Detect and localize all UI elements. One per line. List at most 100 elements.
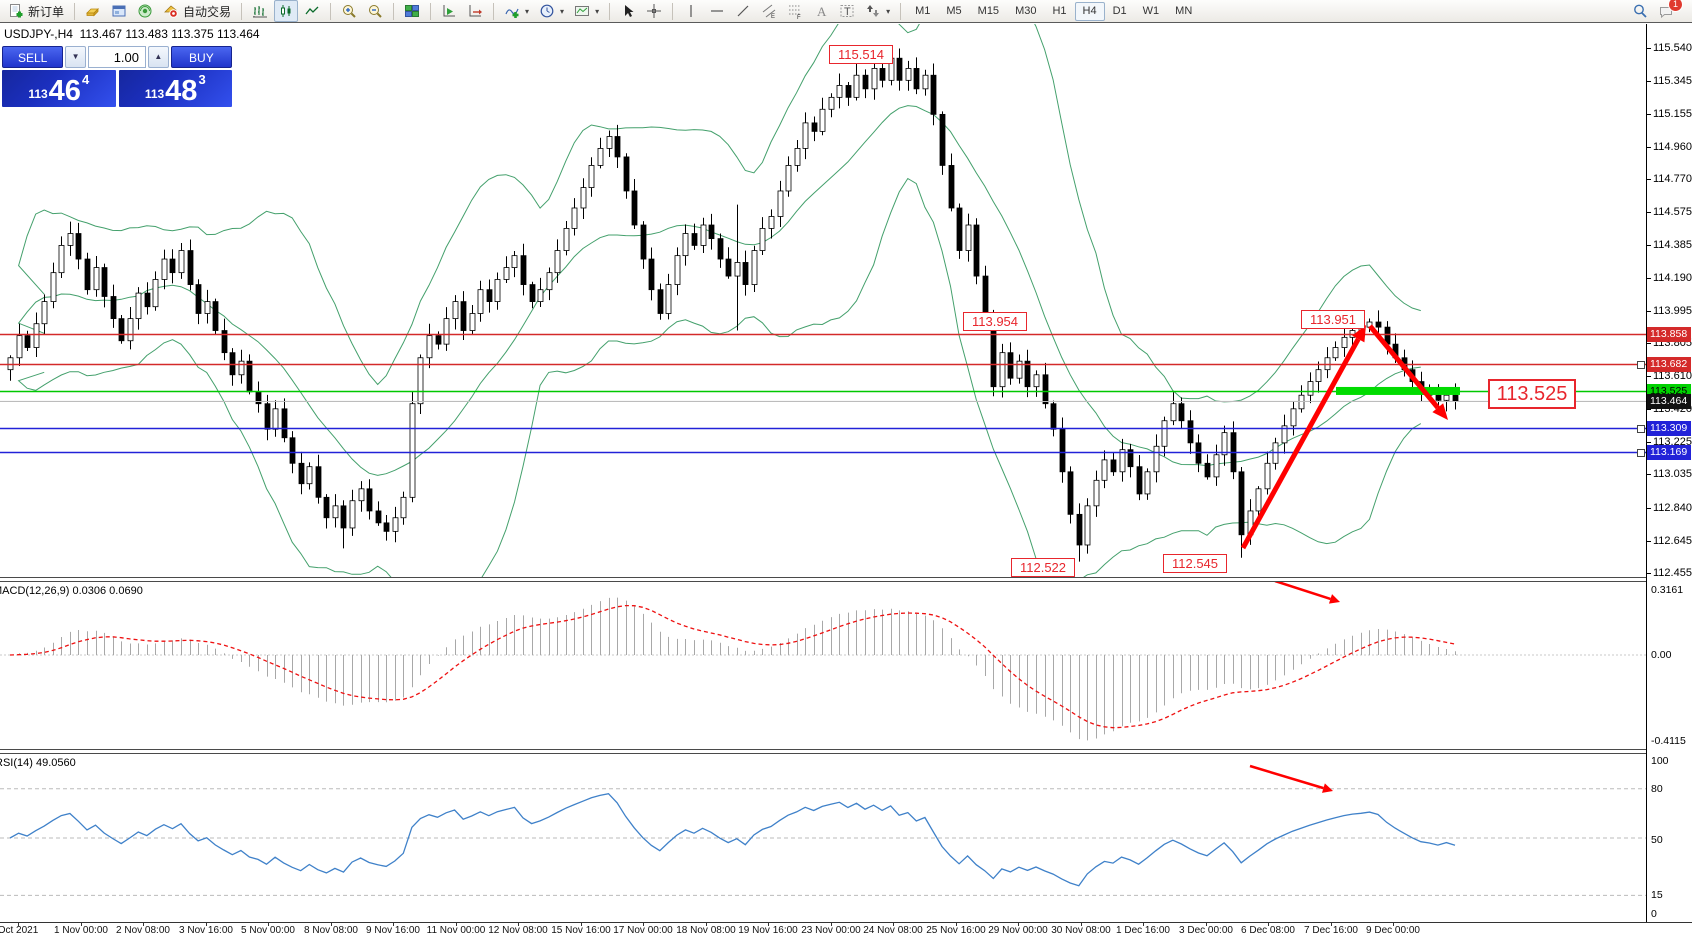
crosshair-button[interactable] xyxy=(642,0,666,22)
macd-panel-canvas[interactable] xyxy=(0,581,1646,749)
line-handle[interactable] xyxy=(1637,425,1645,433)
candle-body xyxy=(597,148,604,166)
trend-arrow-shaft[interactable] xyxy=(1240,337,1361,550)
zoom-in-icon xyxy=(343,5,356,18)
zoom-out-button[interactable] xyxy=(363,0,387,22)
rsi-axis-label: 0 xyxy=(1651,908,1657,920)
search-button[interactable] xyxy=(1628,0,1652,22)
candle-body xyxy=(281,408,288,439)
price-annotation-113.954[interactable]: 113.954 xyxy=(963,312,1027,331)
candle-body xyxy=(58,245,65,274)
timeframe-button-h1[interactable]: H1 xyxy=(1052,4,1067,17)
vertical-line-button[interactable] xyxy=(679,0,703,22)
bid-price-panel[interactable]: 113 46 4 xyxy=(2,70,116,107)
price-annotation-112.545[interactable]: 112.545 xyxy=(1163,554,1227,573)
time-label: 23 Nov 00:00 xyxy=(801,925,861,936)
ask-price-panel[interactable]: 113 48 3 xyxy=(118,70,232,107)
price-axis-border xyxy=(1646,24,1647,922)
bollinger-lower-band xyxy=(17,177,1422,577)
data-window-button[interactable] xyxy=(133,0,157,22)
candlestick-chart-button[interactable] xyxy=(274,0,299,22)
panel-separator[interactable] xyxy=(0,749,1646,754)
autotrading-button[interactable]: 自动交易 xyxy=(159,0,235,22)
volume-increase-button[interactable]: ▲ xyxy=(148,46,169,68)
tile-windows-button[interactable] xyxy=(400,0,424,22)
timeframe-button-mn[interactable]: MN xyxy=(1175,4,1193,17)
new-chart-button[interactable] xyxy=(437,0,461,22)
candle-body xyxy=(511,255,518,268)
timeframe-button-w1[interactable]: W1 xyxy=(1142,4,1160,17)
templates-button[interactable]: ▾ xyxy=(570,0,603,22)
line-chart-button[interactable] xyxy=(300,0,324,22)
price-annotation-113.951[interactable]: 113.951 xyxy=(1301,310,1365,329)
trend-arrow-shaft[interactable] xyxy=(1274,581,1331,601)
chart-shift-button[interactable] xyxy=(463,0,487,22)
macd-axis-label: -0.4115 xyxy=(1651,735,1686,747)
channel-button[interactable]: E xyxy=(757,0,781,22)
fibonacci-button[interactable]: F xyxy=(783,0,807,22)
text-button[interactable]: A xyxy=(809,0,833,22)
trendline-icon xyxy=(737,5,749,17)
macd-axis-label: 0.00 xyxy=(1651,649,1672,661)
rsi-indicator-label: RSI(14) 49.0560 xyxy=(0,757,76,769)
support-highlight-bar[interactable] xyxy=(1336,386,1460,395)
timeframe-button-m5[interactable]: M5 xyxy=(946,4,962,17)
bar-chart-button[interactable] xyxy=(248,0,272,22)
price-annotation-112.522[interactable]: 112.522 xyxy=(1011,558,1075,577)
arrows-button[interactable]: ▾ xyxy=(861,0,894,22)
zoom-in-button[interactable] xyxy=(337,0,361,22)
candle-body xyxy=(409,403,416,498)
indicators-button[interactable]: ▾ xyxy=(500,0,533,22)
time-label: 12 Nov 08:00 xyxy=(488,925,548,936)
candle-body xyxy=(563,228,570,251)
new-order-label: 新订单 xyxy=(28,4,65,19)
price-tick-dash xyxy=(1646,474,1651,475)
support-price-label[interactable]: 113.525 xyxy=(1488,379,1576,409)
candle-body xyxy=(24,335,31,348)
candle-body xyxy=(785,165,792,192)
volume-input[interactable] xyxy=(88,46,146,68)
price-tick-label: 115.540 xyxy=(1653,42,1692,54)
timeframe-button-m1[interactable]: M1 xyxy=(915,4,931,17)
svg-text:E: E xyxy=(771,14,775,19)
timeframe-button-h4[interactable]: H4 xyxy=(1074,1,1105,21)
sell-button[interactable]: SELL xyxy=(2,46,64,68)
trend-arrow-head[interactable] xyxy=(1352,325,1366,343)
notifications-button[interactable]: 1 xyxy=(1654,0,1683,22)
time-tick xyxy=(206,922,207,926)
timeframe-button-m15[interactable]: M15 xyxy=(977,4,1000,17)
cursor-button[interactable] xyxy=(616,0,640,22)
panel-separator[interactable] xyxy=(0,577,1646,582)
periods-button[interactable]: ▾ xyxy=(535,0,568,22)
candle-body xyxy=(623,156,630,192)
trendline-button[interactable] xyxy=(731,0,755,22)
price-chart-canvas[interactable] xyxy=(0,24,1646,577)
buy-button[interactable]: BUY xyxy=(170,46,232,68)
candle-body xyxy=(1307,381,1314,396)
line-handle[interactable] xyxy=(1637,361,1645,369)
candle-body xyxy=(529,284,536,302)
trend-arrow-shaft[interactable] xyxy=(1249,764,1324,790)
time-label: 9 Nov 16:00 xyxy=(366,925,420,936)
price-annotation-115.514[interactable]: 115.514 xyxy=(829,45,893,64)
trend-arrow-head[interactable] xyxy=(1432,403,1448,420)
navigator-button[interactable] xyxy=(107,0,131,22)
candle-body xyxy=(238,360,245,376)
trend-arrow-head[interactable] xyxy=(1328,594,1340,604)
trend-arrow-shaft[interactable] xyxy=(1368,324,1440,410)
time-tick xyxy=(1081,922,1082,926)
trend-arrow-head[interactable] xyxy=(1321,783,1333,793)
horizontal-line-button[interactable] xyxy=(705,0,729,22)
new-order-button[interactable]: 新订单 xyxy=(4,0,68,22)
timeframe-button-m30[interactable]: M30 xyxy=(1015,4,1037,17)
timeframe-button-d1[interactable]: D1 xyxy=(1112,4,1127,17)
line-handle[interactable] xyxy=(1637,449,1645,457)
text-label-button[interactable]: T xyxy=(835,0,859,22)
market-watch-button[interactable] xyxy=(81,0,105,22)
rsi-panel-canvas[interactable] xyxy=(0,753,1646,922)
price-tick-label: 112.645 xyxy=(1653,535,1692,547)
price-tick-label: 113.995 xyxy=(1653,305,1692,317)
candle-body xyxy=(1042,374,1049,405)
candle-body xyxy=(913,68,920,90)
volume-decrease-button[interactable]: ▼ xyxy=(65,46,86,68)
